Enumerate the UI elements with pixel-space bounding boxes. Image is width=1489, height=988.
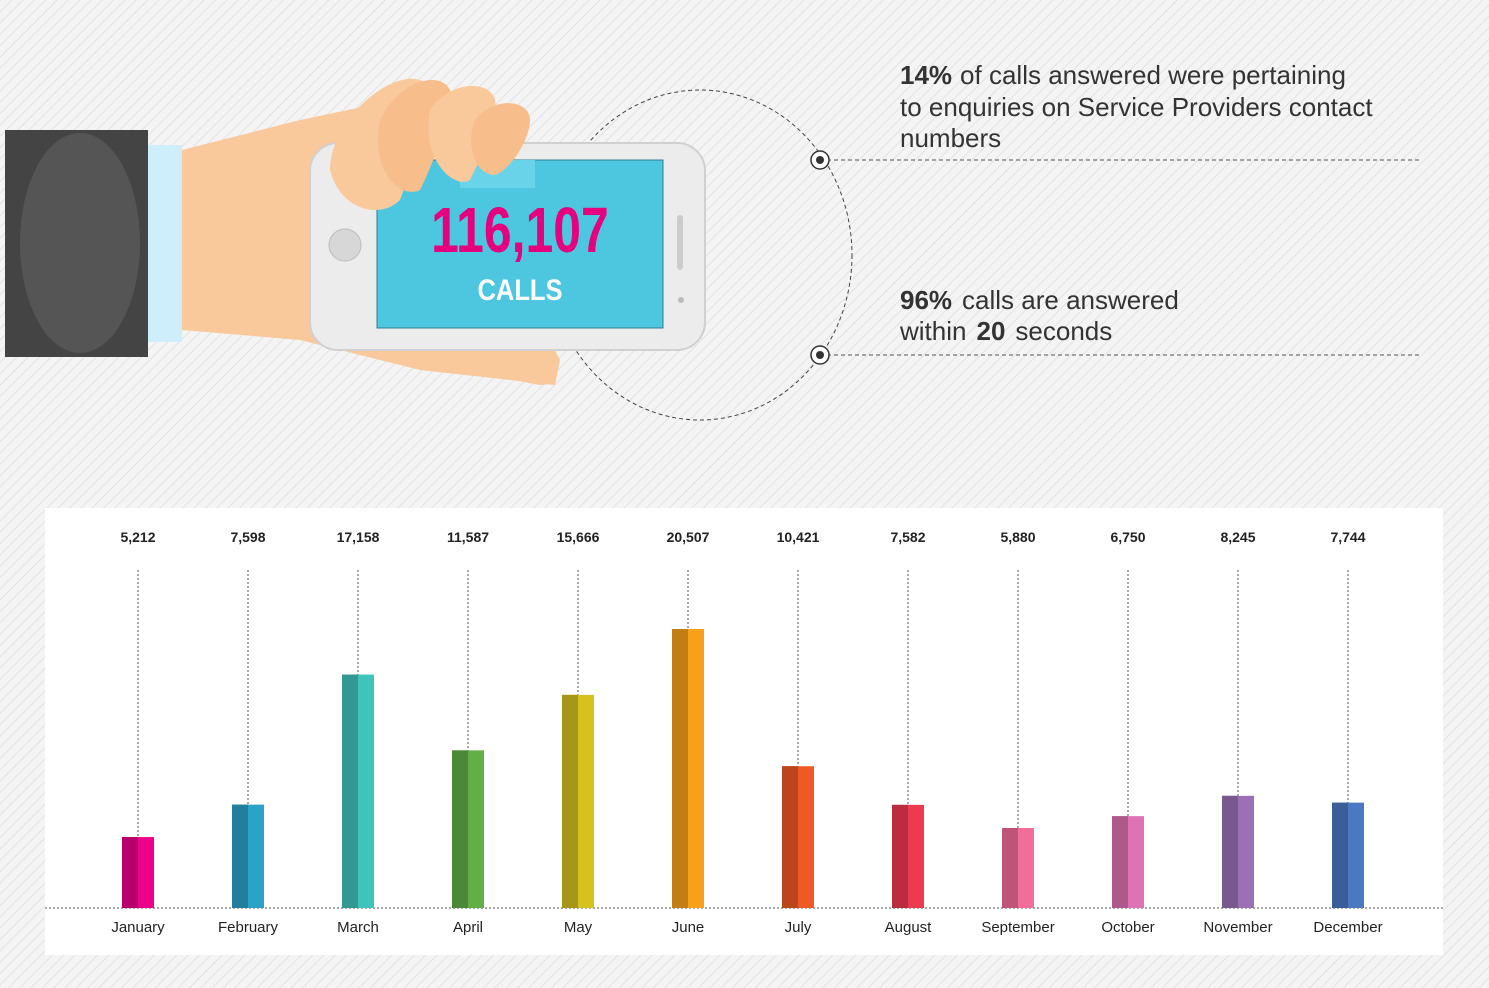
value-label: 20,507	[667, 529, 710, 545]
value-label: 10,421	[777, 529, 820, 545]
value-label: 11,587	[447, 529, 489, 545]
x-tick-label: October	[1101, 919, 1154, 936]
bar-shade	[452, 750, 468, 908]
bar-shade	[562, 695, 578, 908]
value-label: 6,750	[1110, 529, 1145, 545]
bar-shade	[672, 629, 688, 908]
bar-shade	[1332, 803, 1348, 908]
x-tick-label: May	[564, 919, 593, 936]
callout-dot	[816, 351, 824, 359]
bar-shade	[892, 805, 908, 908]
callout-line: 14% of calls answered were pertaining	[900, 60, 1346, 90]
bar-shade	[122, 837, 138, 908]
x-tick-label: March	[337, 919, 379, 936]
bar-shade	[782, 766, 798, 908]
bar-shade	[342, 675, 358, 908]
highlight: 20	[976, 316, 1005, 346]
x-tick-label: June	[672, 919, 705, 936]
callout-line: 96% calls are answered	[900, 285, 1179, 315]
value-label: 7,744	[1330, 529, 1365, 545]
highlight: 14%	[900, 60, 952, 90]
infographic: 116,107 CALLS 14% of calls answered were …	[0, 0, 1489, 988]
highlight: 96%	[900, 285, 952, 315]
x-tick-label: September	[981, 919, 1054, 936]
x-tick-label: August	[885, 919, 933, 936]
value-label: 5,880	[1000, 529, 1035, 545]
calls-label: CALLS	[478, 273, 563, 306]
bar-shade	[232, 805, 248, 908]
callout-line: to enquiries on Service Providers contac…	[900, 92, 1373, 122]
value-label: 15,666	[557, 529, 600, 545]
x-tick-label: February	[218, 919, 279, 936]
value-label: 8,245	[1220, 529, 1255, 545]
total-calls: 116,107	[431, 195, 609, 266]
x-tick-label: January	[111, 919, 165, 936]
bar-shade	[1112, 816, 1128, 908]
callout-text: seconds	[1015, 316, 1112, 346]
value-label: 7,582	[890, 529, 925, 545]
callout-text: within	[899, 316, 966, 346]
callout-text: calls are answered	[962, 285, 1179, 315]
callout-text: of calls answered were pertaining	[960, 60, 1346, 90]
x-tick-label: November	[1203, 919, 1272, 936]
callout-dot	[816, 156, 824, 164]
callout-line: numbers	[900, 123, 1001, 153]
value-label: 5,212	[120, 529, 155, 545]
bar-shade	[1002, 828, 1018, 908]
x-tick-label: December	[1313, 919, 1382, 936]
x-tick-label: April	[453, 919, 483, 936]
x-tick-label: July	[785, 919, 812, 936]
value-label: 17,158	[337, 529, 380, 545]
value-label: 7,598	[230, 529, 265, 545]
bar-shade	[1222, 796, 1238, 908]
